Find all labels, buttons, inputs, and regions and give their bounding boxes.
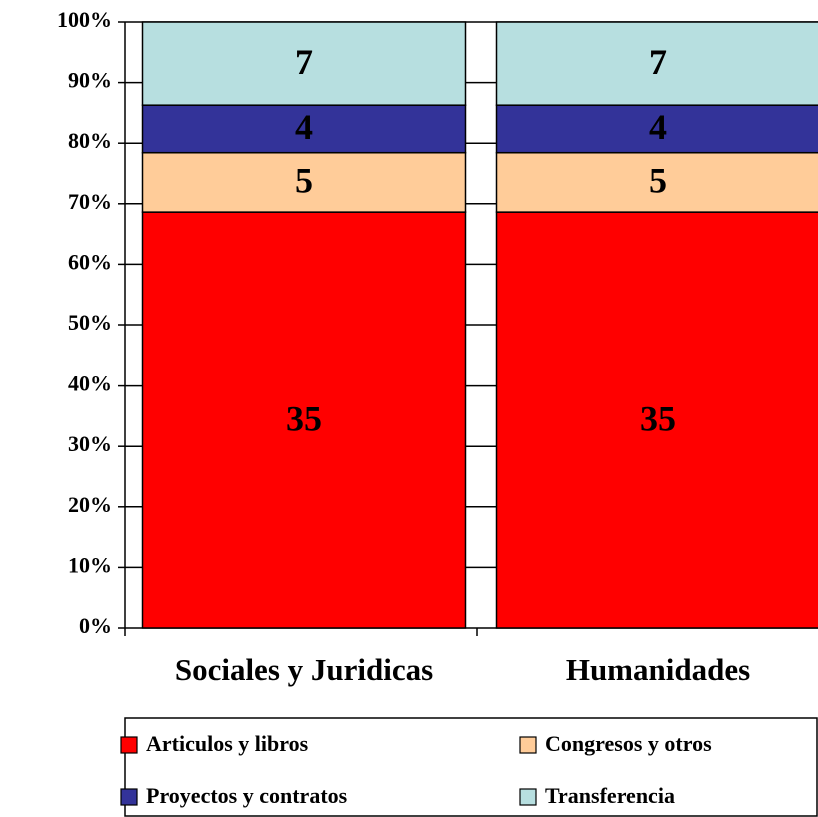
y-tick-label: 70% [68,189,112,214]
legend-swatch [120,788,138,806]
y-tick-label: 40% [68,371,112,396]
legend-swatch [120,736,138,754]
y-tick-label: 50% [68,310,112,335]
y-tick-label: 100% [57,7,112,32]
y-tick-label: 30% [68,431,112,456]
data-label: 5 [295,161,313,201]
legend-label: Congresos y otros [545,731,712,756]
data-label: 35 [286,398,322,438]
bar-segment [495,151,818,213]
legend-label: Transferencia [545,783,675,808]
y-tick-label: 60% [68,249,112,274]
y-tick-label: 0% [79,613,112,638]
y-tick-label: 80% [68,128,112,153]
bar-segment [141,151,467,213]
bar-segment [495,21,818,106]
data-label: 7 [295,42,313,82]
y-tick-label: 20% [68,492,112,517]
bar-segment [495,211,818,629]
data-label: 4 [649,107,667,147]
bar-segment [141,21,467,106]
data-label: 5 [649,161,667,201]
x-tick-label: Sociales y Juridicas [175,652,433,687]
legend-swatch [519,788,537,806]
data-label: 35 [640,398,676,438]
legend-swatch [519,736,537,754]
data-label: 7 [649,42,667,82]
y-tick-label: 90% [68,68,112,93]
bar-segment [141,104,467,154]
bar-segment [141,211,467,629]
y-tick-label: 10% [68,552,112,577]
x-tick-label: Humanidades [566,652,750,687]
legend-label: Articulos y libros [146,731,309,756]
data-label: 4 [295,107,313,147]
legend-label: Proyectos y contratos [146,783,348,808]
legend-box [124,717,818,817]
